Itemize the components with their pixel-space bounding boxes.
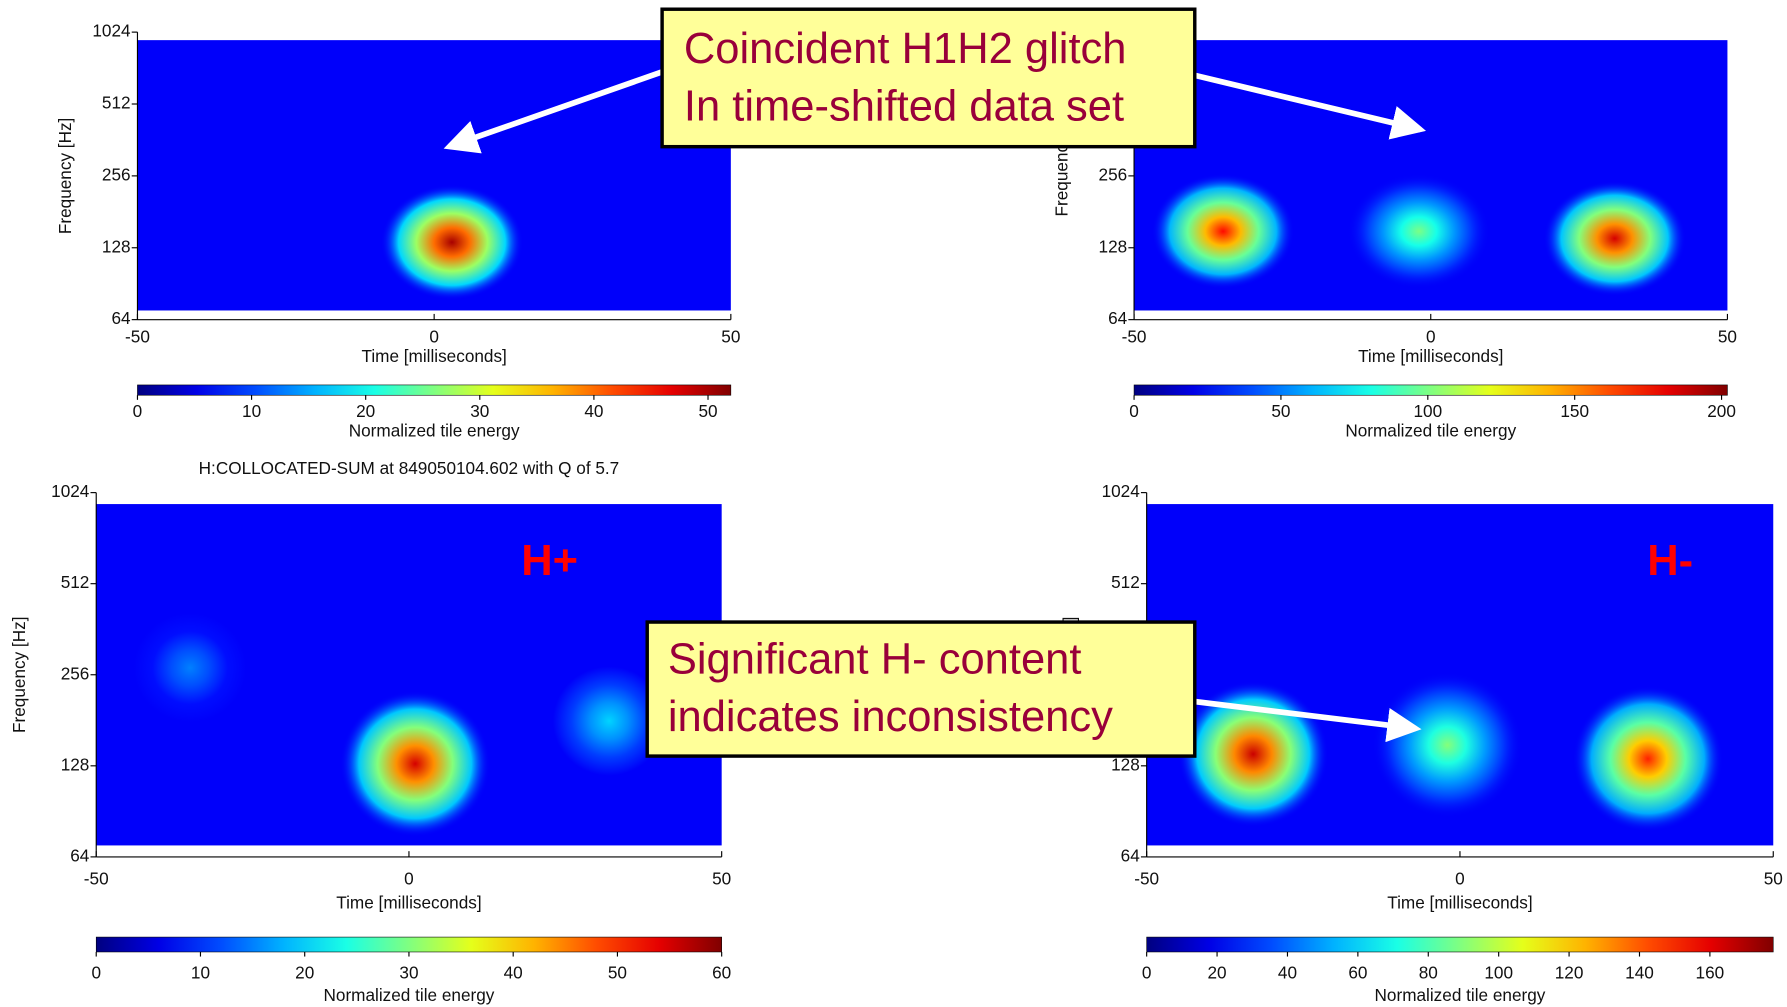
x-tick-label: 50 [721, 327, 740, 347]
colorbar-tick-label: 30 [399, 962, 418, 982]
plot-area [1178, 672, 1723, 832]
energy-peak [115, 595, 265, 741]
x-tick-label: 0 [404, 868, 414, 888]
colorbar-tick-label: 0 [1142, 962, 1152, 982]
colorbar-label: Normalized tile energy [324, 985, 495, 1005]
colorbar-tick-label: 100 [1413, 401, 1442, 421]
y-tick-label: 64 [111, 308, 131, 328]
colorbar-tick-label: 40 [504, 962, 523, 982]
colorbar-tick-label: 20 [1208, 962, 1227, 982]
colorbar-label: Normalized tile energy [1345, 420, 1516, 440]
y-tick-label: 128 [61, 754, 90, 774]
y-tick-label: 1024 [92, 21, 131, 41]
x-tick-label: 0 [429, 327, 439, 347]
spectrogram: -50 0 50 64 128 256 512 1024 Time [milliseconds]… [9, 458, 731, 1005]
x-axis-label: Time [milliseconds] [1387, 892, 1532, 912]
colorbar-tick-label: 40 [1278, 962, 1297, 982]
plot-area [1152, 174, 1686, 296]
colorbar-tick-label: 0 [133, 401, 143, 421]
y-tick-label: 256 [61, 663, 90, 683]
x-tick-label: 0 [1426, 327, 1436, 347]
colorbar-tick-label: 50 [608, 962, 627, 982]
colorbar-tick-label: 40 [584, 401, 603, 421]
colorbar [137, 385, 730, 395]
colorbar-tick-label: 60 [1348, 962, 1367, 982]
x-tick-label: 0 [1455, 868, 1465, 888]
y-tick-label: 1024 [1102, 481, 1141, 501]
callout-text: In time-shifted data set [684, 82, 1124, 130]
colorbar-tick-label: 80 [1419, 962, 1438, 982]
x-tick-label: -50 [1122, 327, 1147, 347]
y-tick-label: 256 [1099, 164, 1128, 184]
colorbar-label: Normalized tile energy [349, 420, 520, 440]
energy-peak [381, 185, 523, 300]
y-tick-label: 64 [1121, 845, 1141, 865]
y-tick-label: 512 [61, 572, 90, 592]
x-axis-label: Time [milliseconds] [336, 892, 481, 912]
x-tick-label: 50 [1764, 868, 1783, 888]
energy-peak [1372, 672, 1522, 818]
y-tick-label: 128 [102, 236, 131, 256]
channel-label: H+ [521, 537, 578, 585]
colorbar-tick-label: 10 [242, 401, 261, 421]
slide: -50 0 50 64 128 256 512 1024 Time [milliseconds]… [0, 0, 1787, 1007]
x-axis-label: Time [milliseconds] [1358, 346, 1503, 366]
colorbar-tick-label: 150 [1560, 401, 1589, 421]
colorbar-tick-label: 0 [91, 962, 101, 982]
colorbar-tick-label: 0 [1129, 401, 1139, 421]
colorbar-tick-label: 120 [1555, 962, 1584, 982]
y-tick-label: 512 [1111, 572, 1140, 592]
energy-peak [1573, 686, 1723, 832]
y-axis-label: Frequency [Hz] [55, 118, 75, 234]
x-tick-label: -50 [125, 327, 150, 347]
callout-text: Coincident H1H2 glitch [684, 25, 1127, 73]
channel-label: H- [1647, 537, 1693, 585]
colorbar-tick-label: 160 [1696, 962, 1725, 982]
y-tick-label: 64 [1108, 308, 1128, 328]
callout-text: indicates inconsistency [668, 693, 1113, 741]
plot-area [381, 185, 523, 300]
colorbar-tick-label: 50 [1271, 401, 1290, 421]
colorbar-tick-label: 140 [1625, 962, 1654, 982]
y-tick-label: 256 [102, 164, 131, 184]
callout-text: Significant H- content [668, 636, 1082, 684]
y-tick-label: 128 [1099, 236, 1128, 256]
x-tick-label: 50 [712, 868, 731, 888]
energy-peak [1348, 174, 1490, 289]
y-tick-label: 1024 [51, 481, 90, 501]
x-tick-label: -50 [84, 868, 109, 888]
spectrogram: -50 0 50 64 128 256 512 1024 Time [milliseconds]… [55, 21, 740, 441]
energy-peak [1543, 181, 1685, 296]
colorbar-tick-label: 100 [1484, 962, 1513, 982]
charts: -50 0 50 64 128 256 512 1024 Time [milliseconds]… [9, 21, 1783, 1006]
x-tick-label: -50 [1134, 868, 1159, 888]
x-tick-label: 50 [1718, 327, 1737, 347]
y-axis-label: Frequency [Hz] [9, 617, 29, 733]
colorbar [1134, 385, 1727, 395]
colorbar-tick-label: 10 [191, 962, 210, 982]
colorbar [1147, 937, 1774, 952]
colorbar-tick-label: 200 [1707, 401, 1736, 421]
colorbar-tick-label: 60 [712, 962, 731, 982]
colorbar [96, 937, 721, 952]
y-tick-label: 512 [102, 93, 131, 113]
colorbar-tick-label: 30 [470, 401, 489, 421]
chart-title: H:COLLOCATED-SUM at 849050104.602 with Q… [199, 458, 620, 478]
x-axis-label: Time [milliseconds] [361, 346, 506, 366]
colorbar-tick-label: 50 [698, 401, 717, 421]
colorbar-tick-label: 20 [295, 962, 314, 982]
colorbar-tick-label: 20 [356, 401, 375, 421]
energy-peak [340, 691, 490, 837]
y-tick-label: 64 [70, 845, 90, 865]
colorbar-label: Normalized tile energy [1375, 985, 1546, 1005]
energy-peak [1152, 174, 1294, 289]
